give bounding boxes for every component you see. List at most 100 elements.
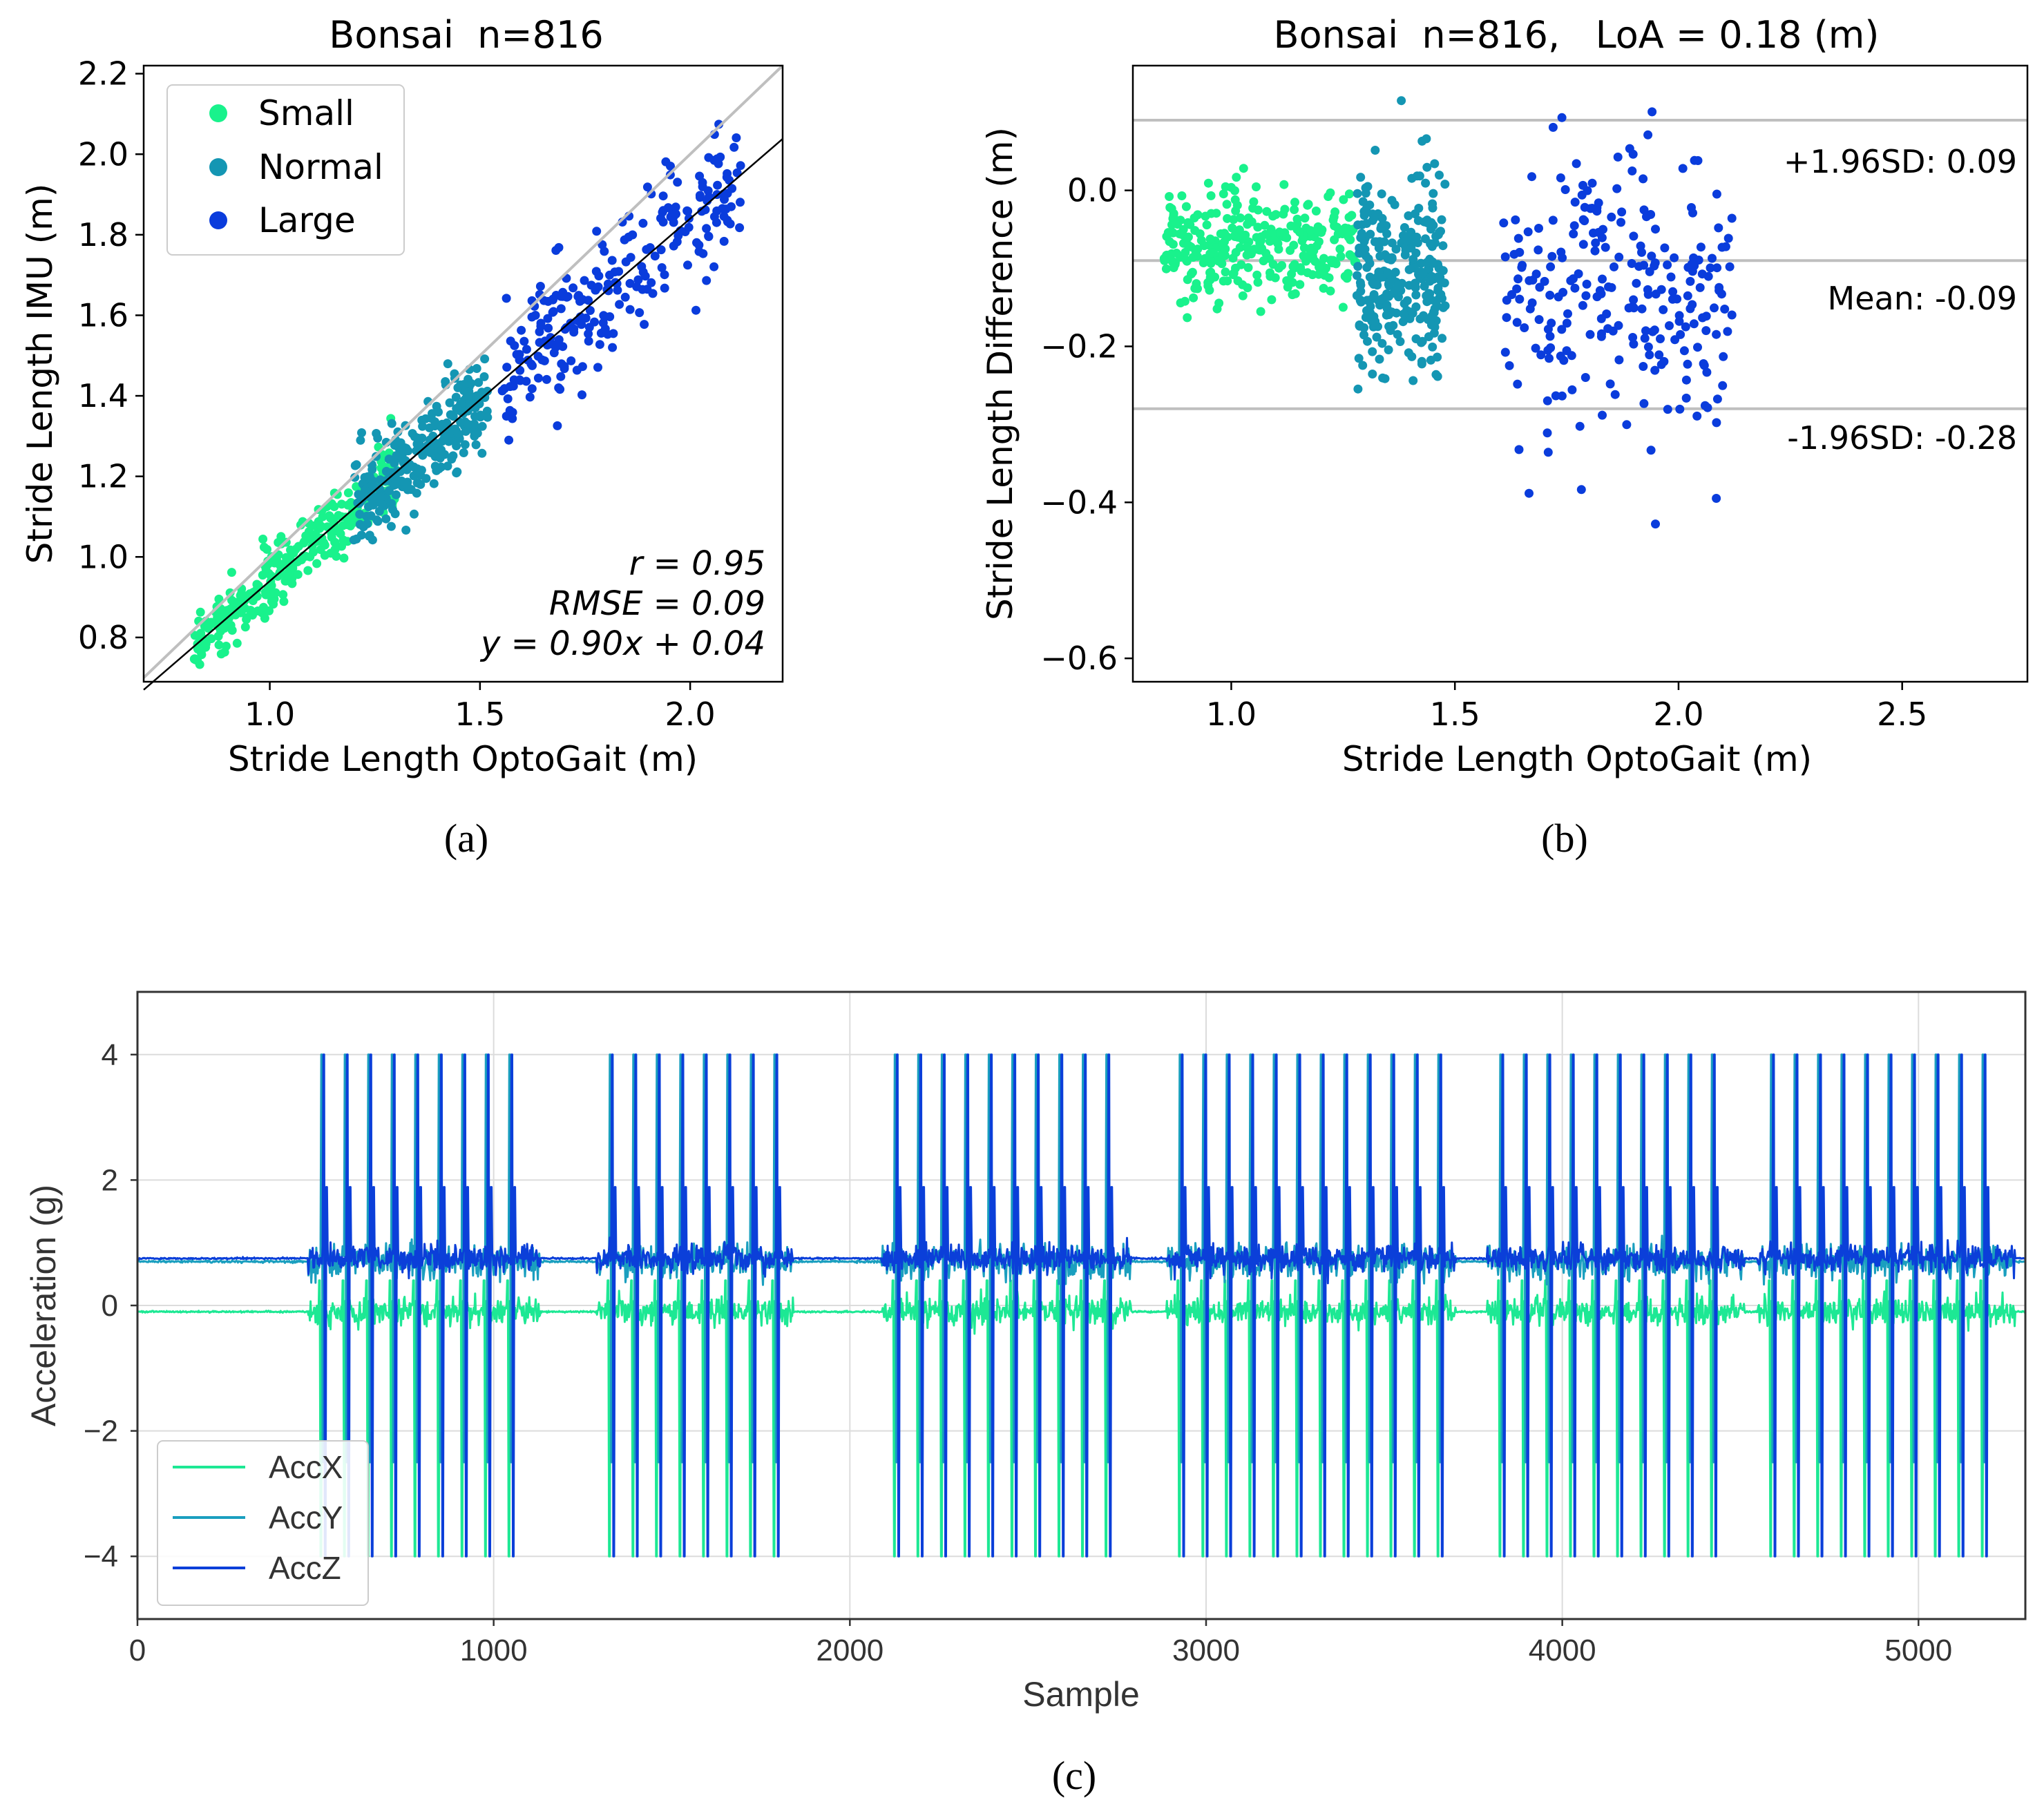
point-normal: [1377, 294, 1386, 304]
point-normal: [1400, 299, 1409, 309]
panel-c-xtick-label: 4000: [1529, 1634, 1596, 1667]
point-large: [1556, 247, 1566, 257]
point-small: [1231, 248, 1241, 257]
point-small: [1222, 200, 1232, 209]
panel-a-ytick-label: 1.6: [78, 296, 128, 334]
point-large: [1656, 334, 1665, 343]
point-large: [1578, 215, 1588, 224]
point-large: [1639, 260, 1649, 270]
panel-a-ytick-label: 1.8: [78, 216, 128, 253]
point-large: [650, 251, 660, 261]
point-small: [204, 624, 213, 633]
point-normal: [1354, 354, 1364, 363]
point-large: [709, 212, 719, 222]
point-normal: [470, 428, 479, 437]
panel-a: Bonsai n=816 1.0 1.5 2.0 0.8 1.0 1.2 1.4 1.6 1.8…: [20, 13, 784, 861]
point-large: [569, 283, 578, 293]
point-small: [1255, 238, 1265, 248]
point-small: [293, 570, 303, 580]
point-small: [329, 502, 339, 511]
legend-label-accx: AccX: [269, 1449, 343, 1485]
point-normal: [477, 448, 487, 458]
point-large: [502, 363, 512, 372]
panel-b-ylabel: Stride Length Difference (m): [980, 127, 1020, 620]
panel-a-xlabel: Stride Length OptoGait (m): [228, 739, 698, 779]
point-large: [1650, 365, 1660, 375]
point-large: [1643, 342, 1653, 352]
point-large: [698, 178, 707, 187]
point-large: [1598, 410, 1607, 420]
point-small: [1335, 245, 1345, 253]
point-large: [1502, 296, 1511, 305]
point-large: [610, 267, 620, 277]
panel-b-frame: [1131, 64, 2029, 683]
point-large: [1610, 262, 1618, 271]
point-large: [605, 312, 615, 321]
point-large: [1727, 213, 1737, 223]
point-large: [1679, 346, 1689, 356]
panel-c-xtick-label: 3000: [1172, 1634, 1240, 1667]
point-small: [1252, 270, 1262, 280]
point-small: [258, 535, 268, 544]
point-large: [1563, 309, 1572, 318]
point-large: [1642, 212, 1651, 222]
point-normal: [1395, 337, 1405, 346]
point-large: [635, 308, 644, 318]
point-small: [190, 654, 200, 664]
point-small: [1238, 291, 1248, 300]
point-large: [1681, 322, 1690, 332]
point-small: [221, 642, 231, 651]
point-normal: [386, 521, 396, 531]
point-normal: [1433, 286, 1443, 296]
point-normal: [1375, 251, 1385, 261]
point-small: [1183, 275, 1192, 285]
point-large: [515, 355, 524, 365]
point-small: [1242, 242, 1252, 252]
point-large: [1639, 205, 1649, 215]
point-small: [221, 608, 231, 618]
point-large: [736, 198, 745, 207]
point-small: [1256, 307, 1265, 316]
point-large: [626, 253, 636, 262]
point-large: [683, 207, 693, 216]
point-large: [1513, 379, 1522, 389]
point-small: [236, 608, 245, 618]
point-small: [1236, 213, 1245, 222]
point-large: [1602, 309, 1612, 318]
point-large: [600, 324, 610, 334]
point-large: [548, 339, 557, 349]
point-small: [312, 559, 322, 568]
point-large: [1554, 292, 1563, 302]
point-normal: [381, 514, 391, 524]
point-large: [695, 191, 705, 200]
point-large: [508, 408, 517, 417]
point-normal: [459, 448, 468, 457]
point-small: [1330, 235, 1339, 245]
point-small: [1311, 207, 1321, 216]
point-large: [604, 286, 613, 296]
point-normal: [1363, 336, 1372, 346]
point-large: [702, 224, 711, 233]
point-normal: [392, 451, 401, 460]
point-small: [343, 488, 353, 497]
point-normal: [1355, 296, 1365, 305]
point-normal: [392, 475, 401, 484]
point-large: [1578, 240, 1588, 249]
point-large: [1614, 355, 1624, 365]
point-large: [1601, 242, 1610, 252]
point-small: [1253, 222, 1263, 232]
point-small: [297, 555, 306, 564]
point-normal: [443, 359, 452, 369]
point-normal: [1440, 301, 1450, 311]
point-large: [1500, 252, 1510, 262]
point-small: [1228, 223, 1237, 233]
point-small: [1242, 250, 1252, 260]
point-normal: [1426, 239, 1435, 249]
point-normal: [434, 408, 443, 417]
point-small: [1317, 228, 1326, 237]
point-large: [656, 245, 666, 255]
point-small: [1269, 236, 1279, 245]
point-large: [1531, 343, 1540, 353]
point-large: [1646, 446, 1656, 455]
point-large: [674, 231, 683, 240]
